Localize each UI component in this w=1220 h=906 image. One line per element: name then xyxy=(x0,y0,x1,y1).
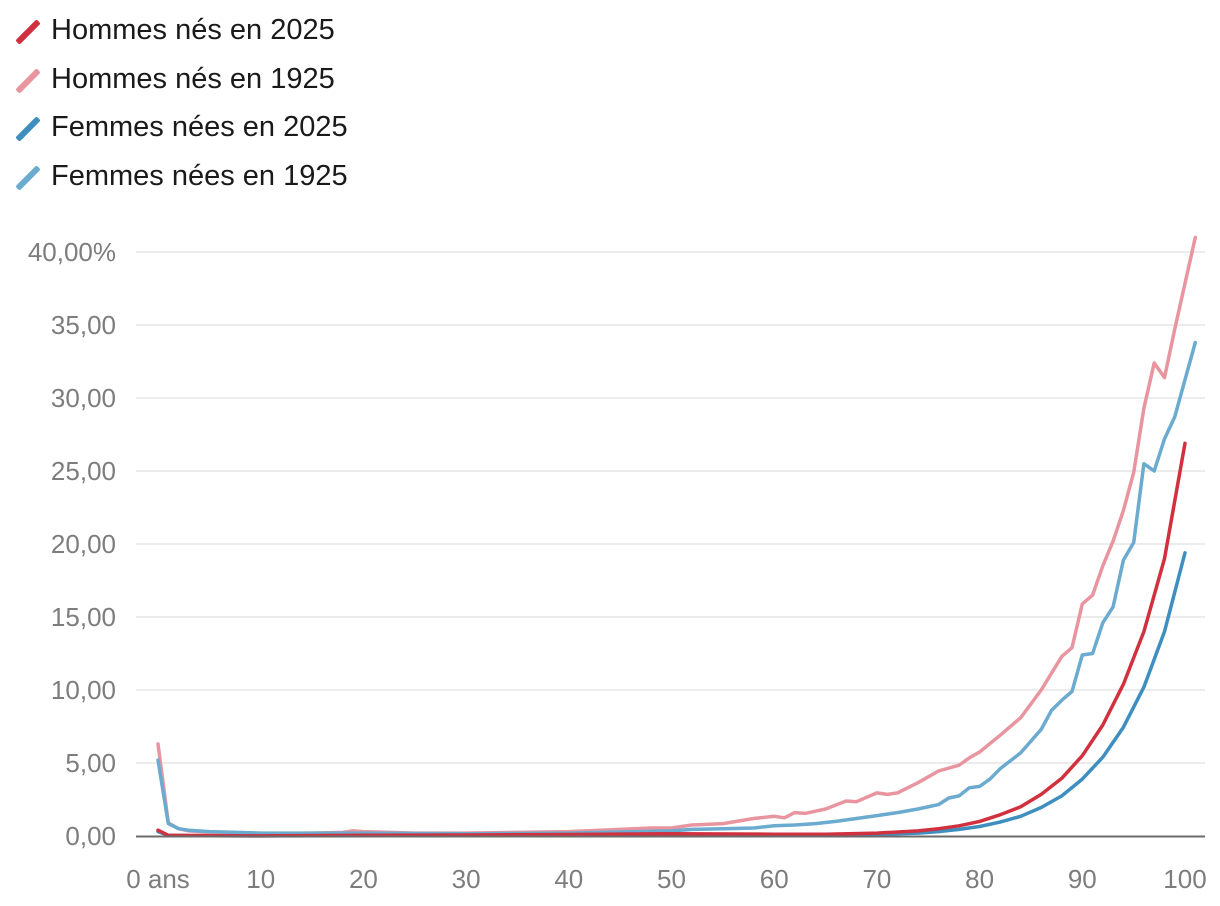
series-line-femmes-2025 xyxy=(156,551,1187,838)
x-tick-label: 50 xyxy=(657,864,686,894)
y-tick-label: 40,00% xyxy=(28,237,116,267)
x-tick-label: 90 xyxy=(1068,864,1097,894)
y-tick-label: 20,00 xyxy=(51,529,116,559)
x-tick-label: 40 xyxy=(554,864,583,894)
y-tick-label: 25,00 xyxy=(51,456,116,486)
y-tick-label: 10,00 xyxy=(51,675,116,705)
series-line-hommes-1925 xyxy=(156,235,1198,836)
x-tick-label: 60 xyxy=(760,864,789,894)
x-tick-label: 0 ans xyxy=(126,864,190,894)
gridlines xyxy=(136,251,1205,764)
series-line-femmes-1925 xyxy=(156,340,1198,836)
y-tick-label: 30,00 xyxy=(51,383,116,413)
legend-item-hommes-2025: Hommes nés en 2025 xyxy=(10,6,348,55)
legend-label-femmes-1925: Femmes nées en 1925 xyxy=(51,159,348,192)
y-tick-label: 35,00 xyxy=(51,310,116,340)
x-tick-label: 80 xyxy=(965,864,994,894)
legend-label-femmes-2025: Femmes nées en 2025 xyxy=(51,111,348,143)
x-tick-label: 10 xyxy=(246,864,275,894)
y-axis-labels: 0,00 5,00 10,00 15,00 20,00 25,00 30,00 35,00 40… xyxy=(28,237,116,851)
legend-label-hommes-2025: Hommes nés en 2025 xyxy=(51,14,335,46)
legend-label-hommes-1925: Hommes nés en 1925 xyxy=(51,62,335,95)
series-line-hommes-2025 xyxy=(156,441,1187,838)
y-tick-label: 5,00 xyxy=(65,748,116,778)
legend-item-hommes-1925: Hommes nés en 1925 xyxy=(10,55,348,104)
y-tick-label: 15,00 xyxy=(51,602,116,632)
series-lines xyxy=(156,235,1198,838)
x-tick-label: 20 xyxy=(349,864,378,894)
legend-item-femmes-2025: Femmes nées en 2025 xyxy=(10,103,348,152)
x-tick-label: 100 xyxy=(1163,864,1206,894)
y-tick-label: 0,00 xyxy=(65,821,116,851)
x-tick-label: 70 xyxy=(862,864,891,894)
x-tick-label: 30 xyxy=(452,864,481,894)
legend-item-femmes-1925: Femmes nées en 1925 xyxy=(10,152,348,201)
legend: Hommes nés en 2025 Hommes nés en 1925 Fe… xyxy=(10,6,348,200)
x-axis-labels: 0 ans 10 20 30 40 50 60 70 80 90 100 xyxy=(126,864,1207,894)
